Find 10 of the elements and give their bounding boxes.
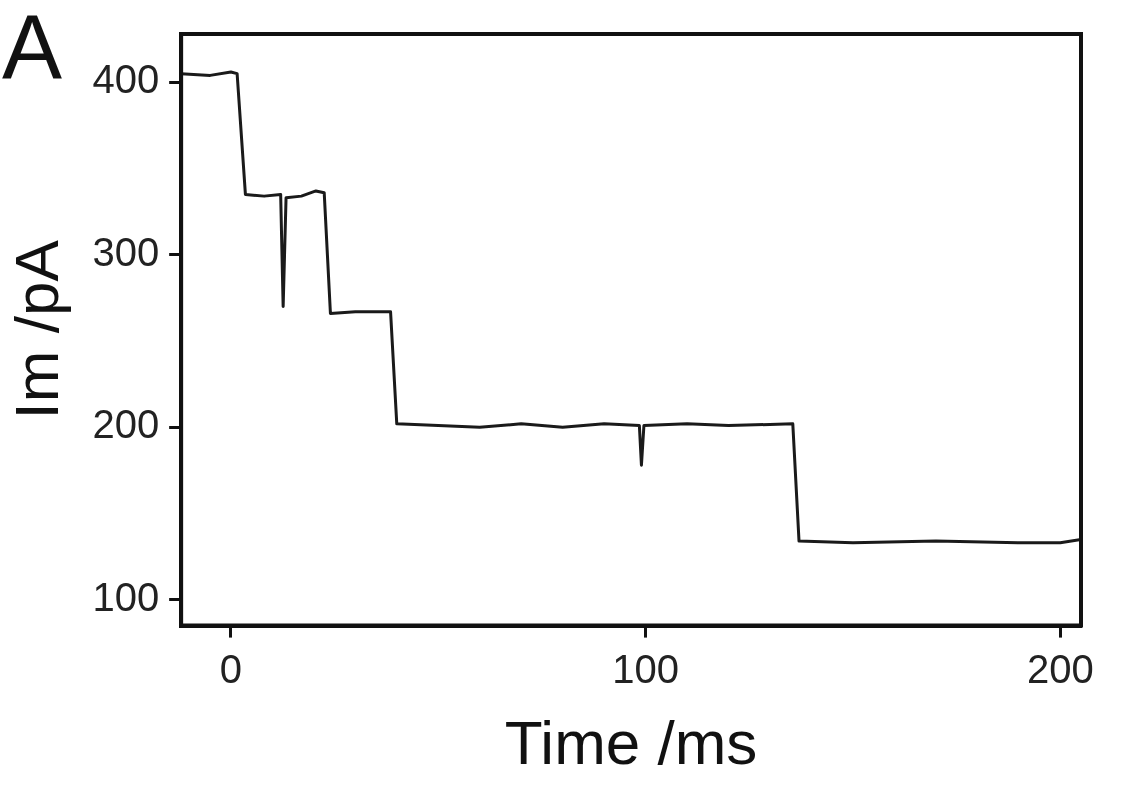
x-tick-label: 0 xyxy=(219,646,243,691)
x-tick-label: 100 xyxy=(612,646,679,691)
x-axis-title: Time /ms xyxy=(504,707,758,777)
y-tick-label: 200 xyxy=(92,402,160,447)
y-tick-label: 400 xyxy=(92,57,160,102)
x-tick-label: 200 xyxy=(1026,646,1094,691)
y-axis-title: Im /pA xyxy=(2,239,72,420)
y-tick-label: 300 xyxy=(92,229,160,274)
y-tick-label: 100 xyxy=(92,574,160,619)
chart-title: A xyxy=(2,0,63,97)
